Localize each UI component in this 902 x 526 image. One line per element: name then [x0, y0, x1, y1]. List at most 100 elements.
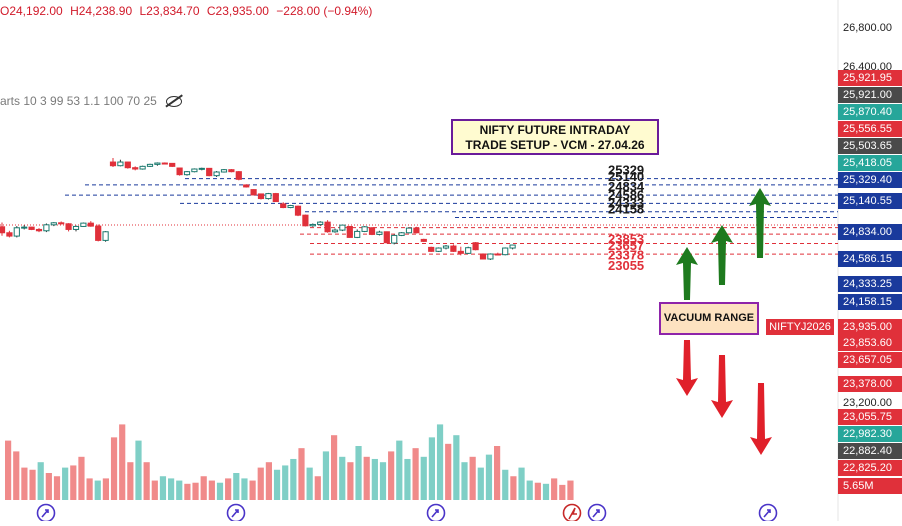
candle-body: [146, 163, 154, 167]
candle-body: [450, 245, 457, 252]
ohlc-open: O24,192.00: [0, 4, 63, 18]
volume-bar: [45, 473, 52, 500]
symbol-tag: NIFTYJ2026: [766, 319, 834, 335]
volume-bar: [461, 462, 468, 500]
level-label: 23853: [608, 232, 644, 247]
price-tag: 24,586.15: [838, 251, 902, 267]
price-tag: 25,921.00: [838, 87, 902, 103]
candle-body: [169, 162, 176, 167]
candle-body: [309, 223, 316, 227]
candle-body: [139, 165, 146, 170]
price-tag: 25,329.40: [838, 172, 902, 188]
candle-body: [354, 230, 361, 238]
level-label: 25329: [608, 163, 644, 178]
level-label: 24333: [608, 196, 644, 211]
volume-bar: [200, 476, 207, 500]
indicator-legend[interactable]: arts 10 3 99 53 1.1 100 70 25: [0, 94, 183, 108]
replay-icon-arrow: [41, 509, 49, 518]
volume-bar: [518, 467, 525, 500]
candle-body: [21, 226, 28, 229]
candle-body: [220, 169, 228, 173]
volume-bar: [110, 437, 118, 500]
candle-body: [361, 226, 368, 232]
candle-body: [28, 226, 35, 230]
volume-bar: [445, 443, 452, 500]
volume-bar: [70, 465, 77, 500]
candle-body: [124, 161, 131, 169]
ohlc-change: −228.00 (−0.94%): [276, 4, 373, 18]
candle-body: [442, 245, 450, 249]
volume-bar: [436, 424, 444, 500]
axis-label-23200: 23,200.00: [843, 397, 892, 409]
candle-body: [50, 222, 57, 226]
volume-bar: [225, 478, 232, 500]
volume-bar: [510, 476, 517, 500]
candle-body: [161, 162, 168, 165]
candle-body: [0, 226, 6, 234]
candle-body: [95, 225, 102, 241]
candle-body: [287, 205, 294, 209]
volume-bar: [388, 451, 395, 500]
volume-bar: [404, 458, 411, 500]
price-tag: 25,140.55: [838, 193, 902, 209]
price-tag: 24,333.25: [838, 276, 902, 292]
replay-icon-arrow: [431, 509, 439, 518]
volume-bar: [502, 469, 509, 500]
price-tag: 5.65M: [838, 478, 902, 494]
volume-bar: [94, 480, 101, 500]
bullish-arrow-3: [749, 188, 771, 258]
volume-bar: [363, 456, 370, 500]
replay-icon-arrow: [592, 509, 600, 518]
candle-body: [398, 232, 405, 236]
candle-body: [102, 231, 109, 241]
candle-body: [117, 161, 124, 167]
candle-body: [154, 162, 161, 165]
volume-bar: [135, 440, 142, 500]
hide-eye-icon[interactable]: [166, 96, 183, 108]
bearish-arrow-2: [711, 355, 733, 418]
volume-bar: [37, 462, 44, 500]
axis-label-26800: 26,800.00: [843, 22, 892, 34]
candle-body: [420, 238, 427, 242]
candle-body: [391, 234, 398, 244]
price-tag: 24,834.00: [838, 224, 902, 240]
volume-bar: [339, 456, 346, 500]
price-tag: 25,921.95: [838, 70, 902, 86]
volume-bar: [29, 469, 36, 500]
level-label: 24834: [608, 179, 645, 194]
candle-body: [228, 169, 235, 173]
price-tag: 25,503.65: [838, 138, 902, 154]
vacuum-range-box: VACUUM RANGE: [659, 302, 759, 335]
volume-bar: [127, 462, 134, 500]
candle-body: [494, 253, 501, 256]
candle-body: [502, 247, 509, 256]
volume-bar: [371, 458, 378, 500]
indicator-params: arts 10 3 99 53 1.1 100 70 25: [0, 94, 157, 108]
candle-body: [376, 231, 383, 235]
candle-body: [457, 250, 464, 254]
candle-body: [191, 168, 198, 173]
candle-body: [346, 225, 353, 238]
volume-bar: [428, 437, 435, 500]
volume-bar: [151, 480, 158, 500]
candle-body: [132, 167, 139, 170]
candle-body: [250, 189, 257, 196]
setup-title-line2: TRADE SETUP - VCM - 27.04.26: [465, 138, 645, 152]
volume-bar: [355, 446, 362, 500]
volume-bar: [347, 462, 354, 500]
candle-body: [413, 227, 420, 234]
bearish-arrow-1: [676, 340, 698, 396]
setup-title-box: NIFTY FUTURE INTRADAY TRADE SETUP - VCM …: [451, 119, 659, 155]
candle-body: [302, 214, 309, 227]
candle-body: [80, 222, 87, 227]
candle-body: [405, 227, 413, 234]
level-label: 23378: [608, 247, 644, 262]
volume-bar: [314, 476, 321, 500]
candle-body: [235, 171, 242, 180]
candle-body: [87, 222, 94, 227]
volume-bar: [192, 482, 199, 500]
candle-body: [6, 232, 13, 237]
level-label: 24158: [608, 202, 644, 217]
